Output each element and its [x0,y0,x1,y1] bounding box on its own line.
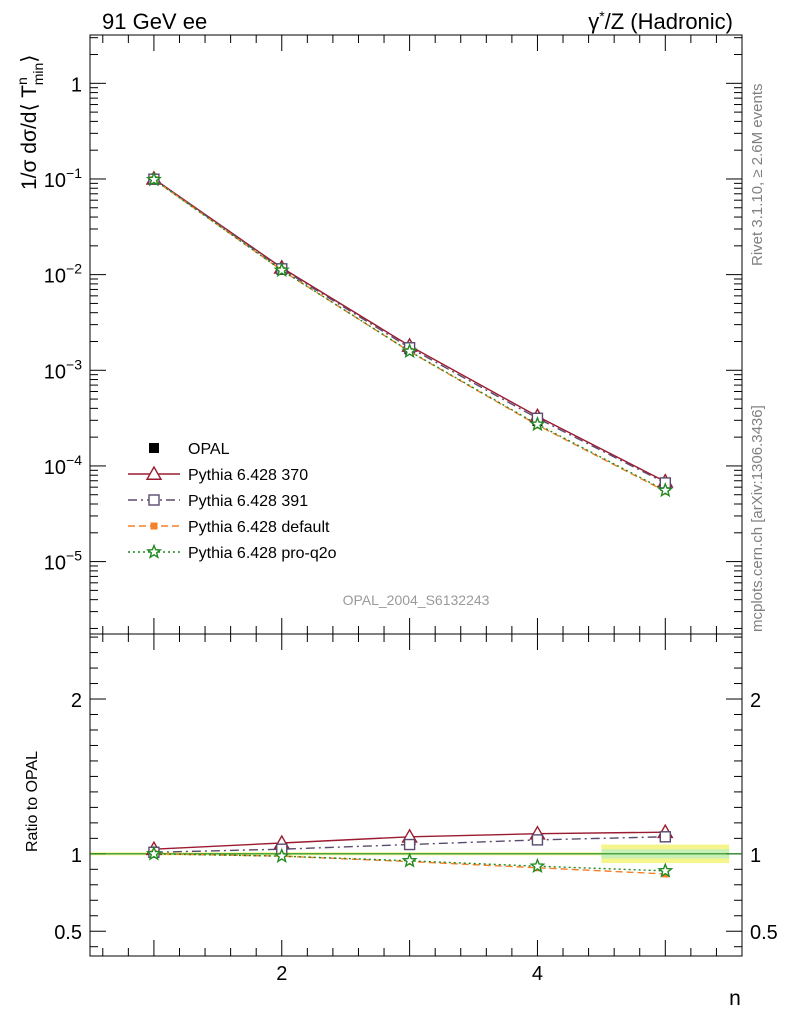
point-pythia-6-428-pro-q2o [273,261,290,278]
y-tick-label: 10−1 [44,165,82,192]
point-pythia-6-428-pro-q2o [145,171,162,187]
x-tick-label: 4 [532,963,543,985]
point-pythia-6-428-pro-q2o [401,342,418,359]
legend-marker-pythia-6-428-391 [148,494,160,506]
mcplots-reference-text: mcplots.cern.ch [arXiv:1306.3436] [749,405,766,632]
y-tick-label: 1 [71,74,82,96]
ratio-y-tick-label: 1 [71,845,82,867]
legend-label-opal: OPAL [188,441,230,458]
legend-label-pythia-6-428-pro-q2o: Pythia 6.428 pro-q2o [188,545,337,562]
ylabel-ratio: Ratio to OPAL [24,751,41,852]
ratio-y-tick-label: 0.5 [54,922,82,944]
y-tick-label: 10−3 [44,356,82,383]
ratio-point-pythia-6-428-391 [659,831,671,843]
ratio-y-tick-label: 2 [71,690,82,712]
series-line-pythia-6-428-391 [153,178,666,484]
series-line-pythia-6-428-pro-q2o [153,179,666,492]
x-tick-label: 2 [276,963,287,985]
legend: OPAL Pythia 6.428 370 Pythia 6.428 391 Pyth… [128,441,337,562]
ratio-point-pythia-6-428-pro-q2o [529,857,546,874]
rivet-version-text: Rivet 3.1.10, ≥ 2.6M events [749,84,766,267]
y-tick-label: 10−2 [44,261,82,288]
header-right: γ*/Z (Hadronic) [588,8,733,34]
legend-label-pythia-6-428-default: Pythia 6.428 default [188,519,330,536]
legend-label-pythia-6-428-370: Pythia 6.428 370 [188,467,308,484]
ylabel-main: 1/σ dσ/d⟨ Tnmin⟩ [14,54,46,190]
y-tick-label: 10−4 [44,452,82,479]
legend-marker-pythia-6-428-default [150,522,158,530]
ratio-y-tick-label-right: 2 [750,690,761,712]
ratio-y-tick-label-right: 0.5 [750,922,778,944]
main-panel: 1 10−1 10−2 10−3 10−4 10−5 [44,34,743,635]
series-line-pythia-6-428-370 [153,178,666,483]
xlabel: n [729,987,741,1010]
legend-label-pythia-6-428-391: Pythia 6.428 391 [188,493,308,510]
y-tick-label: 10−5 [44,548,82,575]
ratio-frame [89,633,743,957]
legend-marker-pythia-6-428-370 [145,465,163,480]
ratio-point-pythia-6-428-391 [531,834,544,846]
ratio-point-pythia-6-428-pro-q2o [401,852,418,868]
ratio-panel: 2 4 2 2 1 1 0.5 0.5 [54,633,778,985]
analysis-watermark: OPAL_2004_S6132243 [343,592,490,608]
ratio-point-pythia-6-428-pro-q2o [273,847,290,863]
ratio-point-pythia-6-428-391 [403,838,416,851]
legend-marker-pythia-6-428-pro-q2o [145,543,163,559]
series-line-pythia-6-428-default [153,179,666,492]
ratio-y-tick-label-right: 1 [750,845,761,867]
header-left: 91 GeV ee [102,9,207,34]
ratio-point-pythia-6-428-pro-q2o [657,862,674,878]
point-pythia-6-428-pro-q2o [529,415,546,432]
point-pythia-6-428-pro-q2o [657,481,674,498]
ratio-point-pythia-6-428-pro-q2o [145,845,162,861]
legend-marker-opal [149,443,159,453]
